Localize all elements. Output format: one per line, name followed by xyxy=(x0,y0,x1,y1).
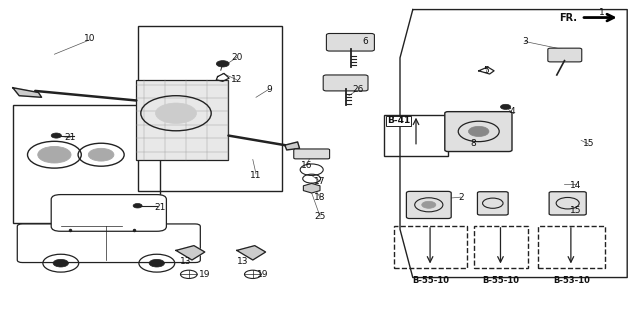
Text: 17: 17 xyxy=(314,177,326,186)
Circle shape xyxy=(149,259,164,267)
FancyBboxPatch shape xyxy=(294,149,330,159)
Bar xyxy=(13,105,160,223)
Text: 13: 13 xyxy=(237,257,249,266)
FancyBboxPatch shape xyxy=(17,224,200,263)
Circle shape xyxy=(51,133,61,138)
Text: 26: 26 xyxy=(353,85,364,94)
Text: B-53-10: B-53-10 xyxy=(553,276,589,285)
Text: 8: 8 xyxy=(471,139,476,148)
Text: 13: 13 xyxy=(180,257,191,266)
FancyBboxPatch shape xyxy=(406,191,451,219)
Text: 12: 12 xyxy=(231,75,243,84)
Text: 19: 19 xyxy=(199,270,211,279)
FancyBboxPatch shape xyxy=(549,192,586,215)
Circle shape xyxy=(53,259,68,267)
Text: 15: 15 xyxy=(570,206,582,215)
FancyBboxPatch shape xyxy=(477,192,508,215)
Text: 18: 18 xyxy=(314,193,326,202)
Polygon shape xyxy=(237,246,266,260)
Bar xyxy=(394,226,467,268)
FancyBboxPatch shape xyxy=(51,195,166,231)
Circle shape xyxy=(38,146,71,163)
Text: 21: 21 xyxy=(65,133,76,142)
Polygon shape xyxy=(13,88,42,97)
Circle shape xyxy=(88,148,114,161)
Bar xyxy=(474,226,528,268)
FancyBboxPatch shape xyxy=(445,112,512,152)
FancyBboxPatch shape xyxy=(326,33,374,51)
Text: 1: 1 xyxy=(599,8,604,17)
Circle shape xyxy=(156,103,196,123)
Text: 14: 14 xyxy=(570,181,582,189)
Text: 19: 19 xyxy=(257,270,268,279)
Text: 6: 6 xyxy=(362,37,367,46)
Text: 3: 3 xyxy=(522,37,527,46)
Text: 5: 5 xyxy=(484,66,489,75)
Text: FR.: FR. xyxy=(559,12,577,23)
Text: B-55-10: B-55-10 xyxy=(483,276,519,285)
Text: 20: 20 xyxy=(231,53,243,62)
Polygon shape xyxy=(285,142,300,150)
Text: 25: 25 xyxy=(314,212,326,221)
Text: 4: 4 xyxy=(509,107,515,116)
Polygon shape xyxy=(176,246,205,260)
Text: 15: 15 xyxy=(583,139,595,148)
Circle shape xyxy=(133,204,142,208)
Circle shape xyxy=(422,201,436,208)
Circle shape xyxy=(216,61,229,67)
Circle shape xyxy=(468,126,489,137)
FancyBboxPatch shape xyxy=(548,48,582,62)
Text: 21: 21 xyxy=(154,203,166,212)
Bar xyxy=(538,226,605,268)
Text: 16: 16 xyxy=(301,161,313,170)
Bar xyxy=(384,115,448,156)
Bar xyxy=(136,80,228,160)
Circle shape xyxy=(500,104,511,109)
Text: 2: 2 xyxy=(458,193,463,202)
Bar xyxy=(138,26,282,191)
Text: 11: 11 xyxy=(250,171,262,180)
FancyBboxPatch shape xyxy=(323,75,368,91)
Text: 10: 10 xyxy=(84,34,95,43)
Text: B-41: B-41 xyxy=(387,116,410,125)
Text: B-55-10: B-55-10 xyxy=(412,276,449,285)
Text: 9: 9 xyxy=(266,85,271,94)
